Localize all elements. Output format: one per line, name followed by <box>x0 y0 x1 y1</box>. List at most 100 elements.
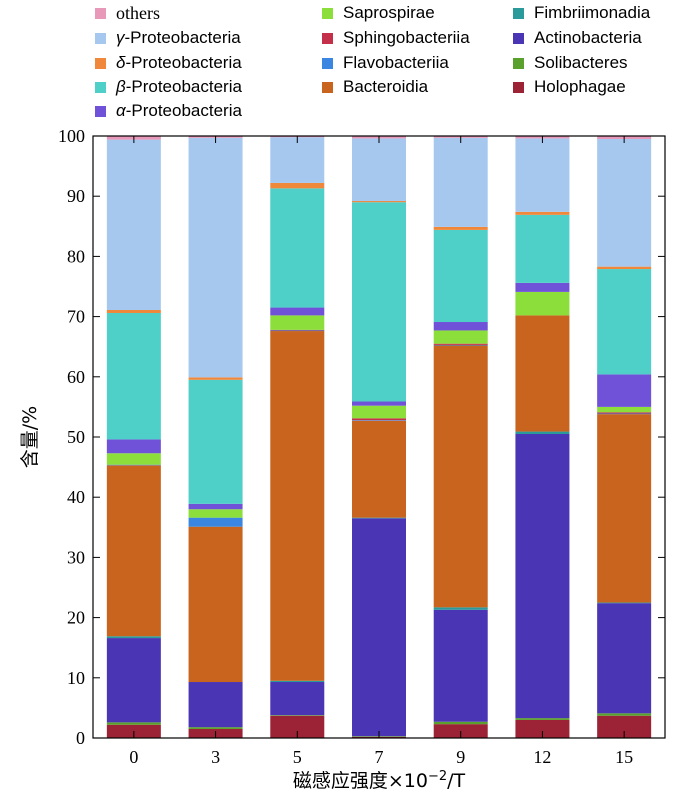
bar-segment <box>433 229 488 323</box>
legend-label: δ-Proteobacteria <box>116 53 242 72</box>
bar-segment <box>188 137 243 378</box>
bar-segment <box>270 680 325 683</box>
bar-segment <box>106 439 161 454</box>
legend-label: Solibacteres <box>534 53 628 72</box>
bar-segment <box>597 269 652 375</box>
bar-segment <box>433 137 488 227</box>
bar-segment <box>433 322 488 331</box>
legend-item: Fimbriimonadia <box>513 3 650 23</box>
bar-segment <box>433 344 488 346</box>
legend-label: Sphingobacteriia <box>343 28 470 47</box>
bar-segment <box>515 282 570 292</box>
legend-swatch <box>95 105 106 117</box>
bar-segment <box>106 722 161 725</box>
bar-segment <box>352 405 406 419</box>
bar-segment <box>188 377 243 380</box>
bar-segment <box>106 309 161 313</box>
bar-segment <box>515 718 570 720</box>
x-tick-label: 5 <box>293 747 302 767</box>
y-tick-label: 80 <box>67 246 85 266</box>
bar-segment <box>270 329 325 331</box>
bar-segment <box>270 188 325 308</box>
legend-swatch <box>513 57 524 69</box>
bar-segment <box>515 431 570 434</box>
bar-segment <box>597 602 652 604</box>
legend-swatch <box>322 7 333 19</box>
bar-segment <box>515 291 570 316</box>
legend-label: Saprospirae <box>343 3 435 22</box>
legend-label: Fimbriimonadia <box>534 3 651 22</box>
bar-segment <box>188 503 243 510</box>
legend-swatch <box>513 7 524 19</box>
bar-segment <box>188 727 243 729</box>
bar-segment <box>352 401 406 406</box>
legend-label: γ-Proteobacteria <box>116 28 241 47</box>
bar-segment <box>188 509 243 518</box>
legend-item: Saprospirae <box>322 3 435 23</box>
legend-label: others <box>116 3 160 23</box>
legend-swatch <box>322 81 333 93</box>
bar-segment <box>270 715 325 716</box>
x-axis-label: 磁感应强度×10−2/T <box>293 769 466 793</box>
legend-item: β-Proteobacteria <box>95 77 242 97</box>
legend-swatch <box>95 57 106 69</box>
bar-segment <box>270 137 325 183</box>
bar-segment <box>515 138 570 212</box>
x-tick-label: 12 <box>533 747 551 767</box>
bar-segment <box>515 211 570 215</box>
legend-item: Holophagae <box>513 77 626 97</box>
x-tick-label: 9 <box>456 747 465 767</box>
bar-segment <box>597 414 652 603</box>
legend-label: β-Proteobacteria <box>116 77 242 96</box>
bar-segment <box>188 517 243 527</box>
bar-segment <box>597 413 652 415</box>
legend-label: Bacteroidia <box>343 77 429 96</box>
bar-segment <box>270 307 325 316</box>
bar-segment <box>106 453 161 465</box>
bar-segment <box>352 518 406 737</box>
bar-segment <box>433 330 488 344</box>
bar-segment <box>106 636 161 639</box>
bar-segment <box>106 465 161 637</box>
y-tick-label: 10 <box>67 668 85 688</box>
bar-segment <box>597 406 652 413</box>
y-tick-label: 70 <box>67 307 85 327</box>
bar-segment <box>270 330 325 332</box>
legend-item: others <box>95 3 160 24</box>
bar-segment <box>352 420 406 421</box>
bar-segment <box>433 226 488 230</box>
bar-segment <box>270 315 325 330</box>
bar-segment <box>433 609 488 722</box>
x-tick-label: 15 <box>615 747 633 767</box>
bar-segment <box>597 603 652 714</box>
bar-segment <box>352 138 406 202</box>
bar-segment <box>352 202 406 402</box>
legend-label: Actinobacteria <box>534 28 642 47</box>
legend-label: Flavobacteriia <box>343 53 449 72</box>
bar-segment <box>597 715 652 738</box>
legend-swatch <box>322 57 333 69</box>
y-tick-label: 40 <box>67 487 85 507</box>
legend-swatch <box>322 32 333 44</box>
bar-segment <box>597 266 652 270</box>
bar-segment <box>106 638 161 723</box>
bar-segment <box>270 331 325 681</box>
legend-swatch <box>513 32 524 44</box>
y-tick-label: 0 <box>76 728 85 748</box>
bar-segment <box>433 721 488 725</box>
bar-segment <box>270 715 325 738</box>
bar-segment <box>188 682 243 728</box>
bar-segment <box>433 345 488 608</box>
y-tick-label: 30 <box>67 547 85 567</box>
bar-segment <box>515 719 570 738</box>
legend-item: Flavobacteriia <box>322 53 449 73</box>
bar-segment <box>433 343 488 345</box>
x-tick-label: 0 <box>129 747 138 767</box>
bar-segment <box>188 526 243 683</box>
y-tick-label: 60 <box>67 367 85 387</box>
bar-segment <box>270 182 325 189</box>
x-tick-label: 7 <box>375 747 384 767</box>
bar-segment <box>352 418 406 421</box>
legend-swatch <box>95 8 106 19</box>
